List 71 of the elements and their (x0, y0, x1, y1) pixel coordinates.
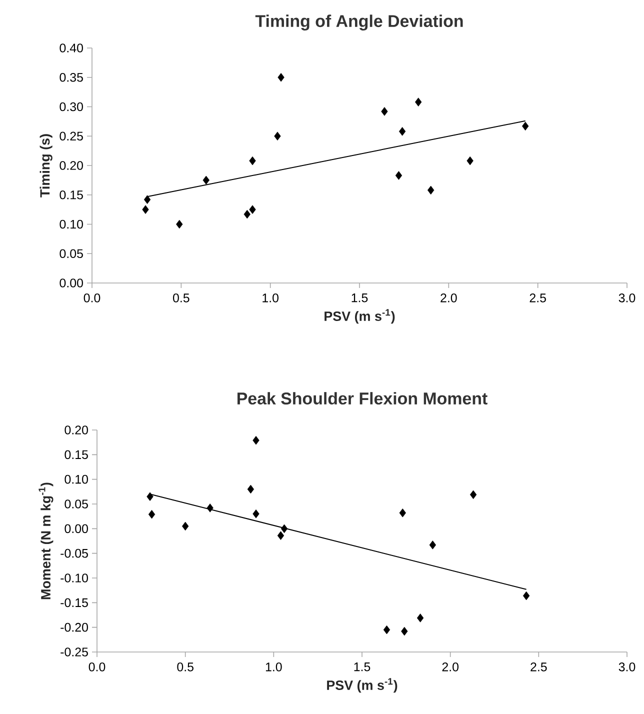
y-tick-label: 0.20 (60, 161, 83, 170)
x-axis-title: PSV (m s$^{-1}$) (324, 309, 395, 324)
point (278, 72, 284, 82)
point (277, 531, 284, 540)
y-tick-label: -0.20 (60, 622, 88, 632)
x-tick-label: 2.5 (530, 294, 546, 302)
point (247, 484, 254, 494)
chart-title: Peak Shoulder Flexion Moment (238, 392, 488, 405)
point (252, 436, 260, 445)
point (280, 524, 288, 534)
point (429, 540, 436, 550)
x-tick-label: 2.5 (530, 662, 547, 672)
y-axis-title: Timing (s) (40, 134, 52, 198)
point (274, 132, 281, 141)
point (395, 171, 402, 180)
point (470, 490, 477, 500)
y-tick-label: -0.15 (60, 598, 88, 608)
point (381, 107, 388, 116)
point (182, 522, 189, 531)
y-tick-label: 0.40 (60, 44, 83, 52)
y-tick-label: -0.05 (60, 548, 88, 558)
x-tick-label: 1.0 (262, 294, 278, 302)
x-tick-label: 0.0 (88, 662, 106, 672)
point (249, 205, 256, 214)
y-tick-label: 0.15 (60, 190, 83, 200)
point (252, 509, 260, 518)
y-tick-label: 0.10 (60, 220, 83, 229)
x-tick-label: 1.0 (266, 662, 282, 672)
x-axis-title: PSV (m s$^{-1}$) (327, 678, 398, 693)
point (244, 210, 250, 219)
x-tick-label: 2.0 (440, 294, 457, 302)
point (144, 195, 151, 204)
point (399, 508, 406, 518)
x-tick-label: 1.5 (354, 662, 370, 672)
point (176, 220, 183, 229)
point (415, 98, 422, 106)
y-axis-title: Moment (N m kg$^{-1}$) (38, 482, 54, 600)
point (249, 156, 256, 166)
point (522, 591, 530, 600)
x-tick-label: 0.5 (172, 294, 190, 302)
point (522, 122, 529, 131)
y-tick-label: 0.05 (60, 249, 83, 258)
y-tick-label: 0.10 (64, 474, 88, 484)
point (146, 492, 154, 501)
y-tick-label: 0.00 (60, 278, 83, 288)
x-tick-label: 3.0 (618, 662, 636, 672)
chart-title: Timing of Angle Deviation (255, 14, 463, 31)
y-tick-label: 0.30 (60, 102, 83, 112)
y-tick-label: 0.05 (64, 500, 88, 508)
point (427, 186, 434, 195)
y-tick-label: 0.25 (60, 132, 83, 141)
y-tick-label: 0.15 (64, 450, 88, 460)
y-tick-label: -0.10 (60, 574, 88, 582)
point (416, 614, 424, 622)
y-tick-label: 0.00 (64, 524, 88, 534)
point (142, 205, 149, 214)
point (401, 626, 408, 636)
point (466, 156, 474, 166)
point (202, 176, 210, 185)
point (206, 504, 214, 512)
point (383, 625, 390, 634)
point (148, 510, 156, 519)
y-tick-label: -0.25 (60, 648, 88, 656)
x-tick-label: 2.0 (442, 662, 459, 672)
y-tick-label: 0.35 (60, 72, 83, 82)
point (398, 127, 406, 136)
x-tick-label: 1.5 (352, 294, 368, 302)
x-tick-label: 0.0 (84, 294, 100, 302)
x-tick-label: 3.0 (618, 294, 636, 302)
y-tick-label: 0.20 (64, 426, 88, 434)
x-tick-label: 0.5 (177, 662, 194, 672)
